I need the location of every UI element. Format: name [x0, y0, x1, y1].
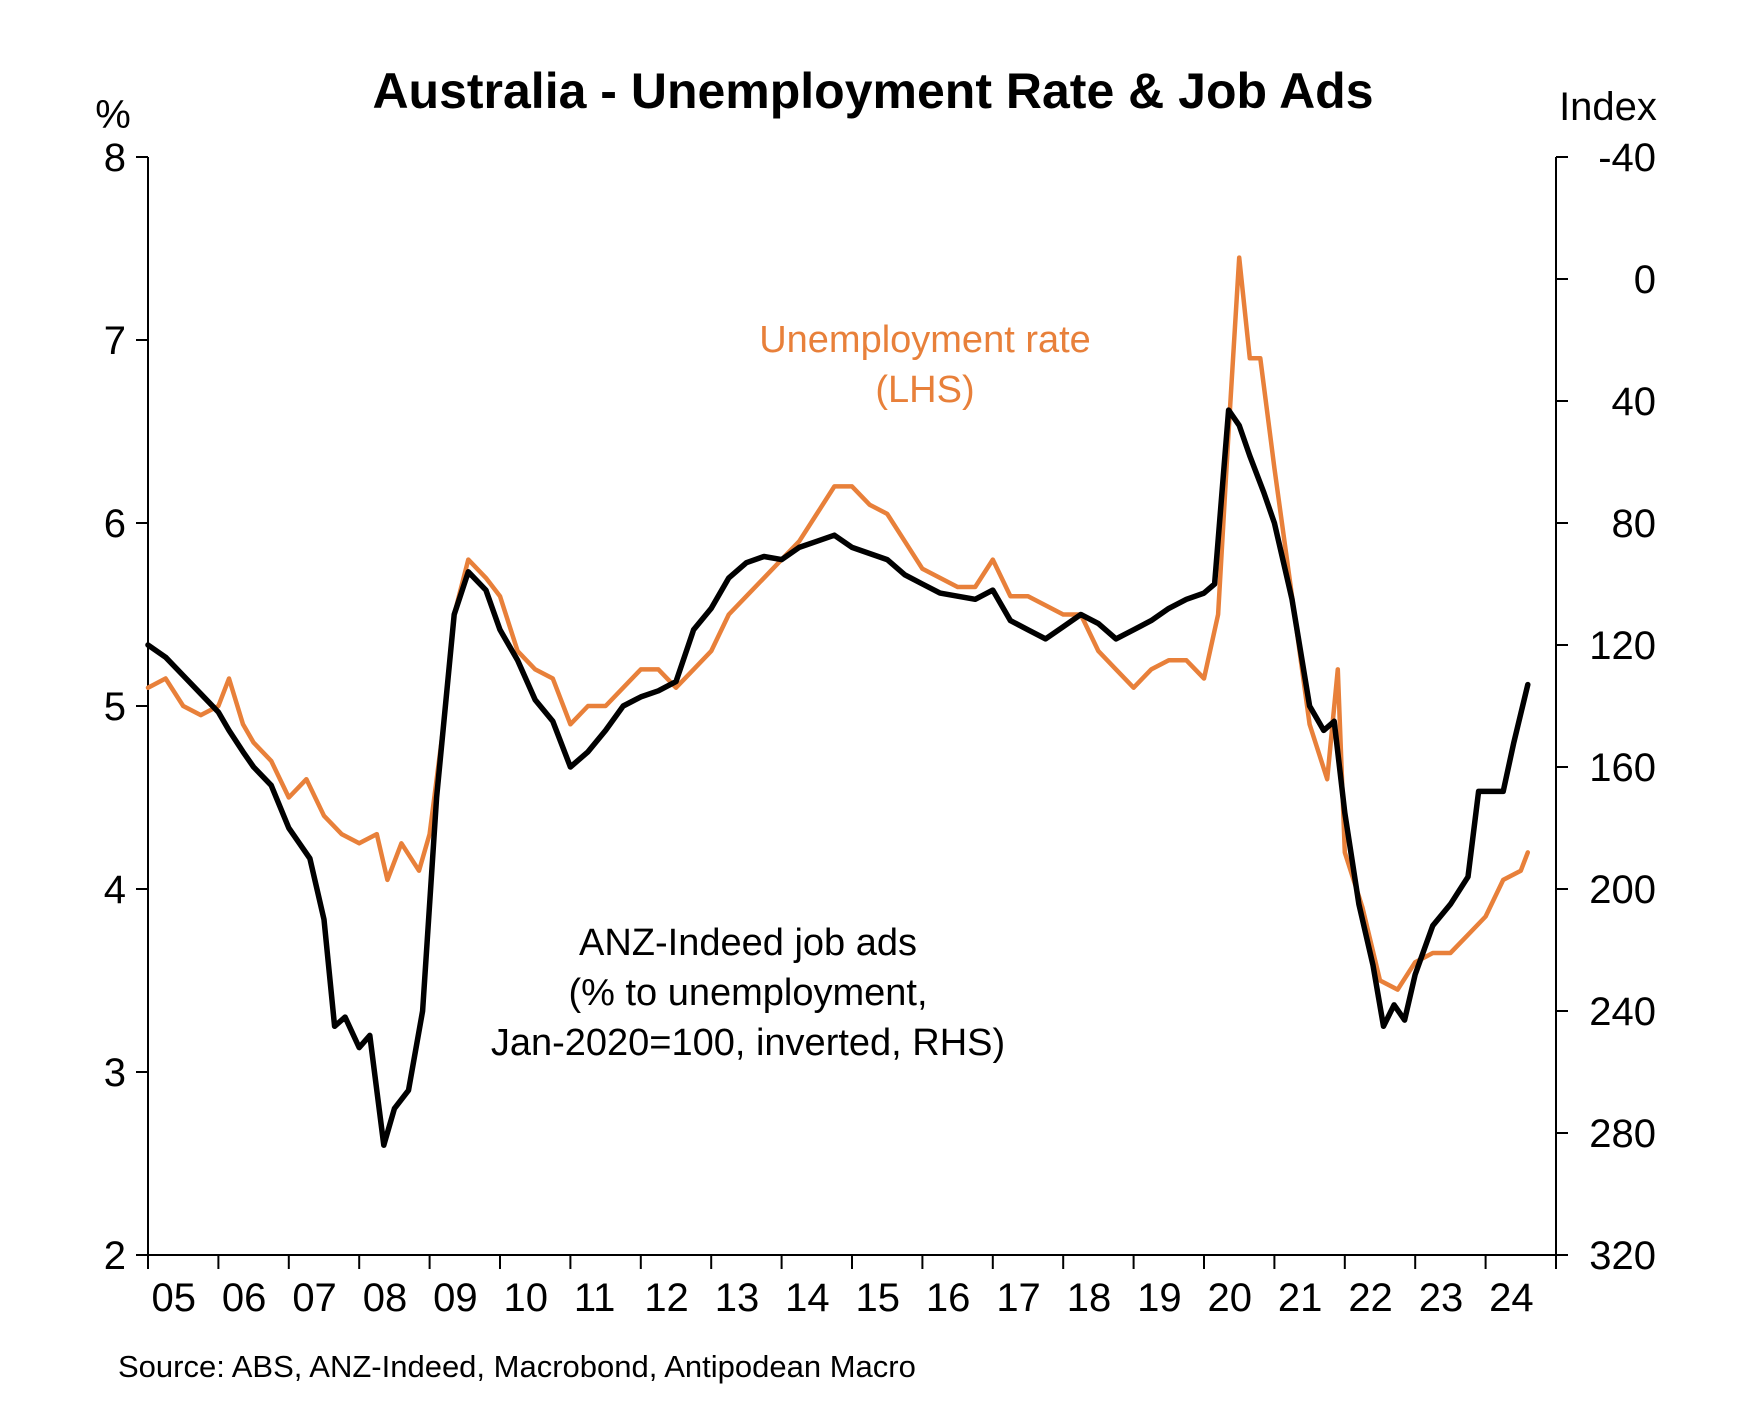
x-tick-label: 17 [996, 1276, 1041, 1320]
x-tick-label: 16 [926, 1276, 971, 1320]
x-tick-label: 13 [715, 1276, 760, 1320]
x-tick-label: 07 [292, 1276, 337, 1320]
x-tick-label: 23 [1419, 1276, 1464, 1320]
x-tick-label: 21 [1278, 1276, 1323, 1320]
unemployment-rate-label: (LHS) [875, 369, 974, 411]
left-tick-label: 2 [104, 1234, 126, 1278]
unemployment-rate-label: Unemployment rate [759, 319, 1091, 361]
job-ads-label: Jan-2020=100, inverted, RHS) [491, 1022, 1005, 1064]
right-tick-label: 40 [1612, 380, 1657, 424]
job-ads-label: (% to unemployment, [568, 972, 927, 1014]
right-tick-label: 160 [1589, 746, 1656, 790]
x-tick-label: 19 [1137, 1276, 1182, 1320]
source-note: Source: ABS, ANZ-Indeed, Macrobond, Anti… [118, 1349, 916, 1384]
job-ads-line [145, 407, 1531, 1148]
right-tick-label: 200 [1589, 868, 1656, 912]
right-tick-label: 280 [1589, 1112, 1656, 1156]
x-tick-label: 15 [856, 1276, 901, 1320]
left-tick-label: 8 [104, 136, 126, 180]
right-axis-unit: Index [1559, 85, 1657, 129]
x-tick-label: 10 [504, 1276, 549, 1320]
left-tick-label: 6 [104, 502, 126, 546]
right-tick-label: 240 [1589, 990, 1656, 1034]
x-tick-label: 12 [644, 1276, 689, 1320]
x-tick-label: 05 [152, 1276, 197, 1320]
right-tick-label: 0 [1634, 258, 1656, 302]
right-tick-label: 120 [1589, 624, 1656, 668]
x-tick-label: 09 [433, 1276, 478, 1320]
left-tick-label: 5 [104, 685, 126, 729]
x-tick-label: 18 [1067, 1276, 1112, 1320]
left-tick-label: 3 [104, 1051, 126, 1095]
left-tick-label: 4 [104, 868, 126, 912]
x-tick-label: 24 [1489, 1276, 1534, 1320]
x-tick-label: 06 [222, 1276, 266, 1320]
right-tick-label: -40 [1598, 136, 1656, 180]
x-tick-label: 11 [574, 1276, 616, 1320]
right-tick-label: 80 [1612, 502, 1657, 546]
x-tick-label: 22 [1348, 1276, 1393, 1320]
job-ads-label: ANZ-Indeed job ads [579, 922, 917, 964]
left-axis-unit: % [95, 93, 131, 137]
unemployment-rate-line [145, 255, 1531, 992]
x-tick-label: 20 [1208, 1276, 1253, 1320]
x-tick-label: 14 [785, 1276, 830, 1320]
chart-title: Australia - Unemployment Rate & Job Ads [372, 63, 1373, 119]
x-tick-label: 08 [363, 1276, 408, 1320]
left-tick-label: 7 [104, 319, 126, 363]
right-tick-label: 320 [1589, 1234, 1656, 1278]
